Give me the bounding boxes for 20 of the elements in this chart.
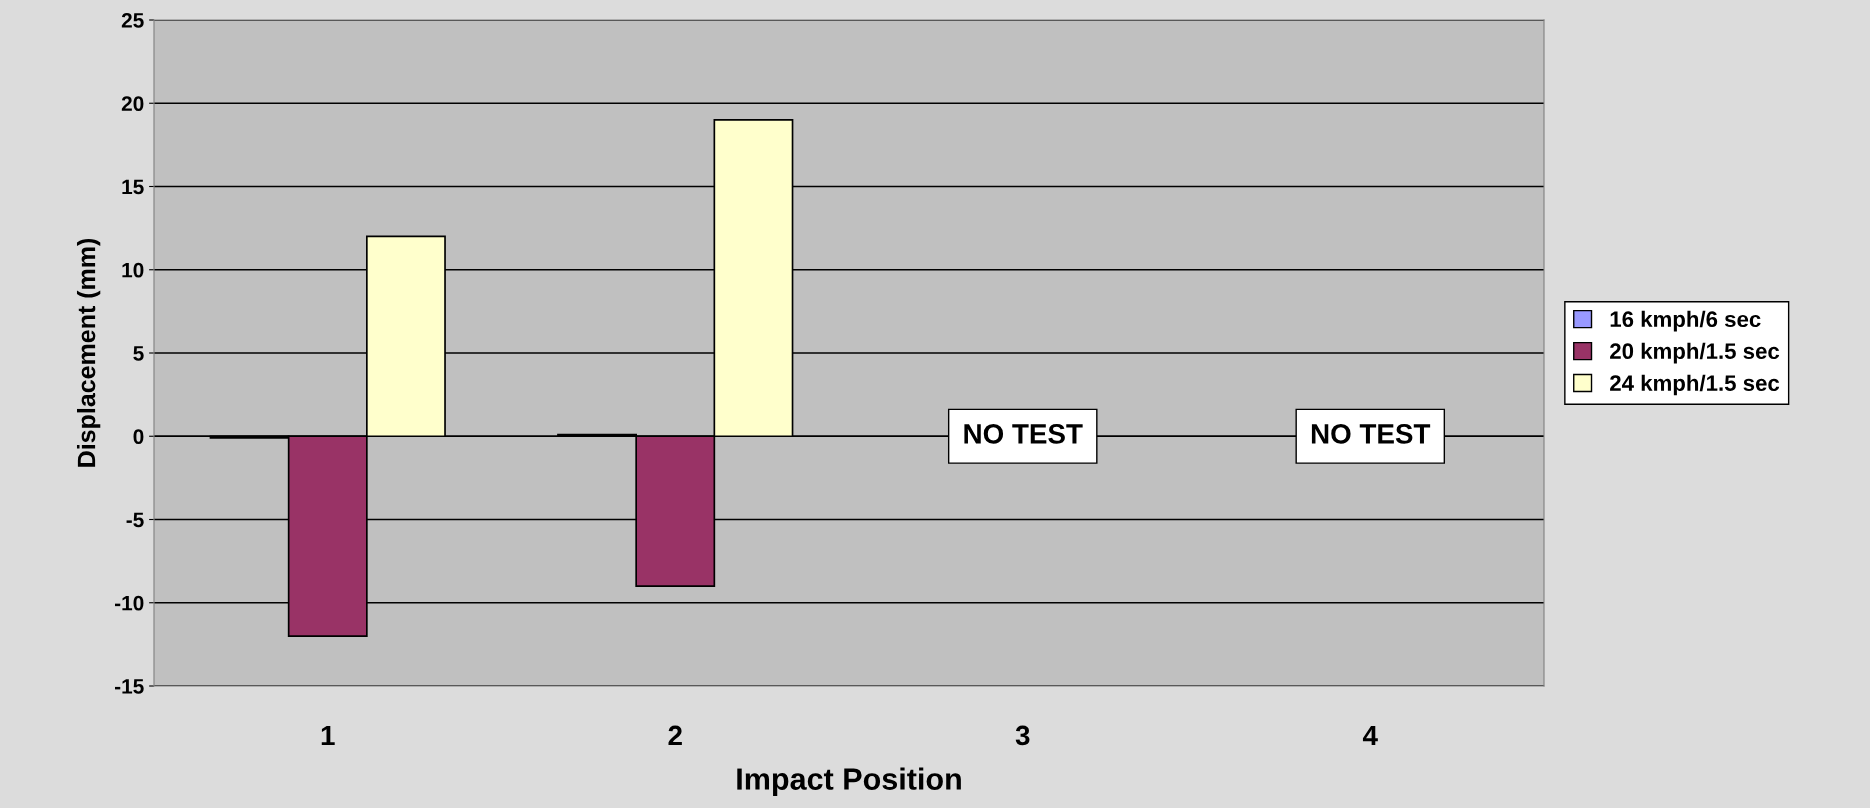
y-tick-label: -5	[126, 512, 144, 528]
legend-label: 20 kmph/1.5 sec	[1610, 342, 1780, 364]
y-tick-label: 5	[133, 346, 144, 361]
y-tick-label: -10	[114, 595, 144, 611]
legend-label: 24 kmph/1.5 sec	[1610, 374, 1780, 396]
x-tick-label: 1	[321, 725, 335, 746]
annotation: NO TEST	[964, 424, 1083, 444]
y-tick-label: 25	[121, 13, 144, 28]
x-tick-label: 2	[668, 725, 682, 746]
y-tick-label: 10	[122, 262, 144, 278]
y-tick-label: 15	[122, 179, 144, 195]
x-tick-label: 4	[1362, 725, 1378, 746]
y-tick-label: -15	[114, 679, 144, 694]
y-tick-label: 0	[133, 429, 144, 444]
annotation: NO TEST	[1311, 424, 1431, 444]
x-axis-title: Impact Position	[737, 767, 961, 796]
x-tick-label: 3	[1015, 725, 1030, 746]
y-tick-label: 20	[121, 96, 144, 111]
y-axis-title: Displacement (mm)	[76, 238, 101, 467]
legend-label: 16 kmph/6 sec	[1610, 310, 1761, 332]
